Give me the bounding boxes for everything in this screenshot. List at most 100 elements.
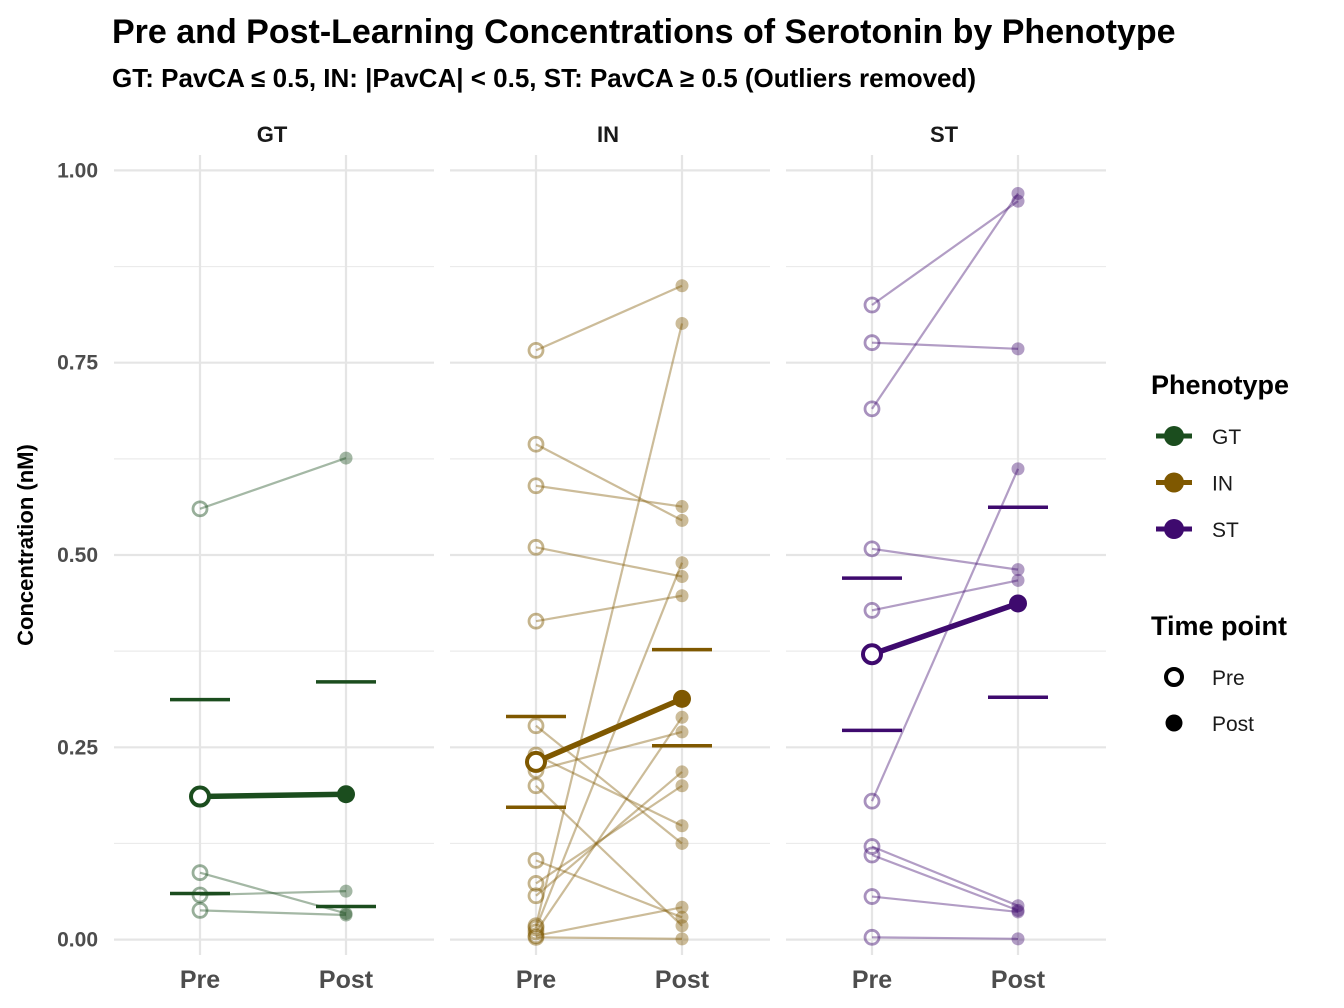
subject-pre-point [863, 846, 881, 864]
subject-post-point [675, 765, 689, 779]
subject-pre-point [527, 917, 545, 935]
subject-pre-point [863, 334, 881, 352]
subject-post-point [1011, 186, 1025, 200]
y-tick-label: 0.50 [57, 544, 98, 567]
mean-pre-point [189, 785, 211, 808]
subject-post-point [675, 316, 689, 330]
subject-line [535, 724, 683, 845]
subject-line [871, 936, 1019, 940]
subject-line [535, 906, 683, 937]
x-tick-label: Pre [180, 966, 220, 994]
panel-strip-label: IN [597, 122, 619, 147]
subject-post-point [675, 779, 689, 793]
legend-key-open-circle [1164, 667, 1184, 687]
subject-post-point [675, 513, 689, 527]
mean-pre-point [525, 750, 547, 773]
subject-pre-point [863, 601, 881, 619]
subject-pre-point [527, 919, 545, 937]
subject-pre-point [527, 928, 545, 946]
subject-line [871, 853, 1019, 912]
subject-post-point [1011, 932, 1025, 946]
subject-pre-point [527, 538, 545, 556]
legend-item-label: GT [1212, 426, 1241, 449]
legend-item-label: Post [1212, 713, 1254, 736]
subject-line [535, 771, 683, 897]
subject-post-point [675, 836, 689, 850]
subject-post-point [675, 589, 689, 603]
subject-post-point [1011, 342, 1025, 356]
subject-post-point [675, 919, 689, 933]
subject-post-point [675, 910, 689, 924]
subject-line [535, 443, 683, 522]
subject-pre-point [191, 864, 209, 882]
subject-line [534, 562, 684, 929]
subject-line [535, 284, 683, 352]
legend-item-label: ST [1212, 519, 1239, 542]
subject-line [871, 192, 1019, 410]
legend-item-label: Pre [1212, 667, 1245, 690]
subject-post-point [1011, 905, 1025, 919]
chart-subtitle: GT: PavCA ≤ 0.5, IN: |PavCA| < 0.5, ST: … [112, 63, 976, 93]
subject-post-point [675, 710, 689, 724]
subject-pre-point [863, 888, 881, 905]
subject-pre-point [191, 500, 209, 518]
subject-pre-point [863, 400, 881, 418]
panel-in: IN Pre Post [450, 122, 770, 994]
mean-post-point [1009, 594, 1027, 613]
subject-pre-point [527, 717, 545, 735]
subject-pre-point [527, 851, 545, 869]
subject-pre-point [863, 792, 881, 810]
x-tick-label: Pre [516, 966, 556, 994]
y-axis-label: Concentration (nM) [13, 444, 38, 646]
subject-post-point [675, 500, 689, 514]
subject-post-point [339, 884, 353, 898]
subject-line [199, 457, 347, 510]
subject-pre-point [863, 296, 881, 314]
legend: Phenotype GT IN ST Time point Pre Post [1151, 370, 1289, 736]
legend-key-point [1164, 426, 1184, 446]
mean-post-point [337, 785, 355, 804]
subject-post-point [675, 819, 689, 833]
subject-line [871, 579, 1019, 612]
mean-pre-point [861, 643, 883, 666]
panel-strip-label: GT [257, 122, 288, 147]
subject-post-point [339, 451, 353, 465]
subject-line [871, 547, 1019, 571]
subject-post-point [339, 908, 353, 922]
x-tick-label: Pre [852, 966, 892, 994]
y-tick-label: 0.00 [57, 929, 98, 952]
subject-post-point [1011, 899, 1025, 913]
subject-pre-point [527, 341, 545, 359]
legend-title-timepoint: Time point [1151, 611, 1287, 641]
subject-line [535, 784, 683, 927]
subject-line [871, 845, 1019, 907]
chart-title: Pre and Post-Learning Concentrations of … [112, 13, 1176, 51]
subject-post-point [675, 556, 689, 570]
subject-line [535, 730, 683, 772]
subject-line [535, 484, 683, 508]
subject-post-point [1011, 573, 1025, 587]
y-tick-label: 1.00 [57, 159, 98, 182]
subject-line [535, 936, 683, 940]
subject-post-point [1011, 194, 1025, 208]
subject-line [535, 784, 683, 885]
subject-post-point [1011, 903, 1025, 917]
x-tick-label: Post [319, 966, 374, 994]
subject-line [535, 716, 683, 933]
subject-line [199, 909, 347, 917]
y-tick-label: 0.75 [57, 352, 98, 375]
subject-line [871, 895, 1019, 914]
subject-line [535, 859, 683, 919]
x-tick-label: Post [991, 966, 1046, 994]
subject-post-point [1011, 462, 1025, 476]
legend-item-label: IN [1212, 473, 1233, 496]
subject-pre-point [863, 540, 881, 558]
mean-line [534, 696, 684, 765]
subject-line [535, 594, 683, 623]
mean-line [871, 600, 1019, 657]
subject-post-point [675, 900, 689, 914]
subject-pre-point [527, 477, 545, 495]
subject-pre-point [527, 887, 545, 905]
subject-line [871, 200, 1019, 306]
